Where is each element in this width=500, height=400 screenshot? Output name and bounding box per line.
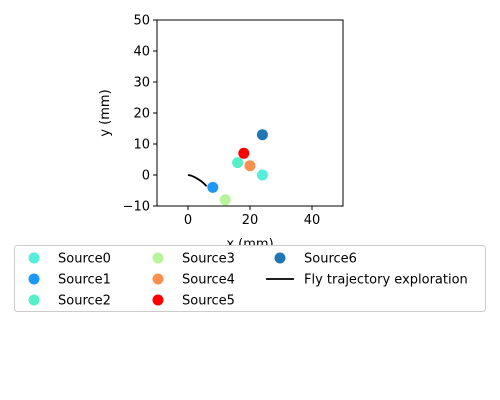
legend-label: Source3 bbox=[182, 252, 235, 267]
x-tick-label: 40 bbox=[304, 213, 321, 228]
y-tick-label: −10 bbox=[123, 200, 150, 215]
trajectory-line bbox=[187, 174, 208, 187]
plot-area bbox=[156, 19, 344, 207]
legend-marker bbox=[28, 273, 40, 285]
y-tick-label: 0 bbox=[142, 169, 150, 184]
point-source6 bbox=[256, 129, 268, 141]
y-tick-label: 20 bbox=[133, 107, 150, 122]
legend-label: Source5 bbox=[182, 294, 235, 309]
point-source5 bbox=[238, 147, 250, 159]
points-layer bbox=[207, 129, 268, 206]
legend: Source0 Source1 Source2 Source3 Source4 Sourc… bbox=[28, 252, 468, 309]
legend-label: Source0 bbox=[58, 252, 111, 267]
y-tick-label: 50 bbox=[133, 14, 150, 29]
point-source3 bbox=[219, 194, 231, 206]
legend-label: Fly trajectory exploration bbox=[304, 273, 468, 288]
x-tick-label: 20 bbox=[242, 213, 259, 228]
legend-label: Source4 bbox=[182, 273, 235, 288]
point-source0 bbox=[256, 169, 268, 181]
legend-label: Source2 bbox=[58, 294, 111, 309]
x-axis-ticks: 0 20 40 bbox=[184, 206, 320, 228]
legend-marker bbox=[152, 273, 164, 285]
y-axis-label: y (mm) bbox=[98, 89, 113, 136]
legend-label: Source1 bbox=[58, 273, 111, 288]
y-tick-label: 10 bbox=[133, 138, 150, 153]
point-source1 bbox=[207, 181, 219, 193]
trajectory-layer bbox=[187, 174, 208, 187]
legend-marker bbox=[274, 252, 286, 264]
y-tick-label: 30 bbox=[133, 76, 150, 91]
point-source2 bbox=[232, 157, 244, 169]
legend-label: Source6 bbox=[304, 252, 357, 267]
legend-marker bbox=[28, 252, 40, 264]
legend-box bbox=[14, 245, 486, 312]
y-axis-ticks: −10 0 10 20 30 40 50 bbox=[123, 14, 157, 215]
legend-marker bbox=[152, 294, 164, 306]
point-source4 bbox=[244, 160, 256, 172]
legend-marker bbox=[28, 294, 40, 306]
y-tick-label: 40 bbox=[133, 45, 150, 60]
legend-marker bbox=[152, 252, 164, 264]
x-tick-label: 0 bbox=[184, 213, 192, 228]
